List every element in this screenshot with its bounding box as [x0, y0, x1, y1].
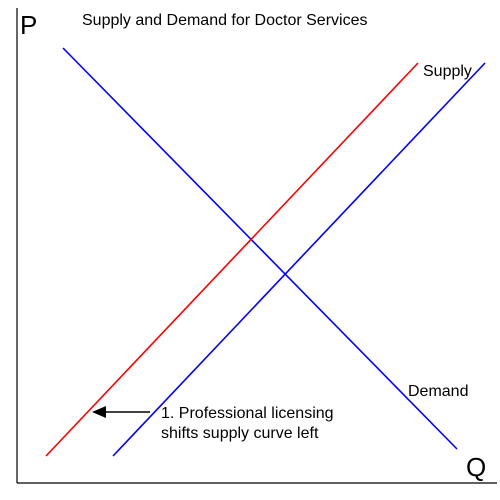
x-axis-label: Q	[466, 452, 486, 482]
annotation-line-1: 1. Professional licensing	[161, 405, 334, 422]
original-supply-curve	[112, 62, 486, 457]
new-supply-curve	[45, 62, 419, 457]
diagram-title: Supply and Demand for Doctor Services	[82, 12, 367, 29]
demand-label: Demand	[408, 383, 468, 400]
demand-curve	[62, 47, 458, 450]
arrow-left-icon	[92, 406, 106, 418]
annotation-line-2: shifts supply curve left	[161, 425, 319, 442]
y-axis-label: P	[20, 10, 37, 40]
supply-label: Supply	[423, 63, 472, 80]
